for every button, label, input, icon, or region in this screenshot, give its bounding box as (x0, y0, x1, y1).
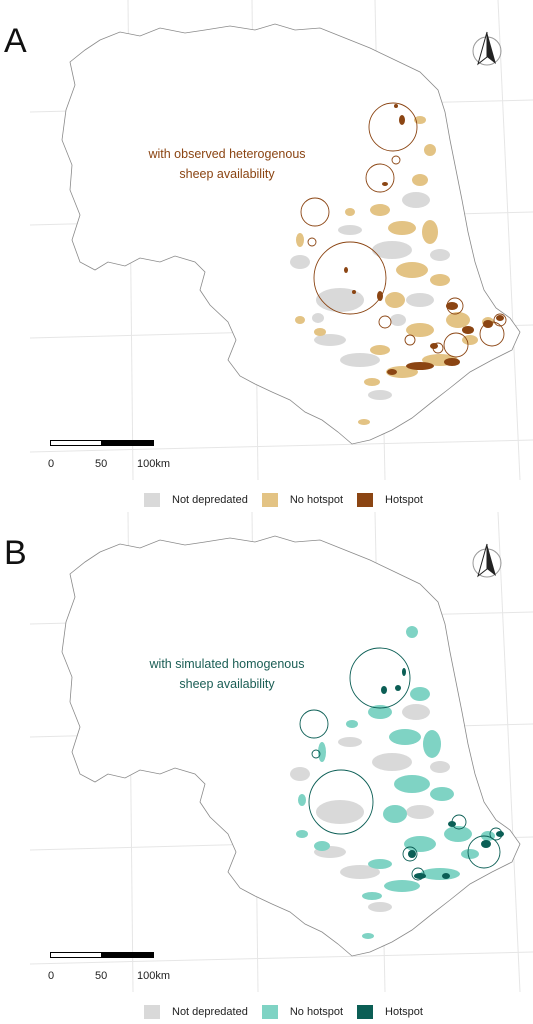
scale-tick-100: 100km (137, 970, 171, 982)
no-hotspot-patches (296, 626, 495, 939)
map-canvas-a (29, 0, 533, 481)
map-title-line-2: sheep availability (179, 677, 275, 691)
legend-item-not-depredated: Not depredated (144, 493, 248, 507)
legend-swatch (261, 1005, 278, 1019)
legend-item-not-depredated: Not depredated (144, 1005, 248, 1019)
hotspot-circles (300, 102, 507, 358)
north-arrow-icon (472, 543, 502, 578)
scale-segment-white (50, 440, 102, 446)
north-arrow-icon (472, 31, 502, 66)
region-outline (61, 535, 521, 957)
legend-swatch (357, 493, 374, 507)
legend-swatch (144, 493, 160, 507)
scale-segment-white (50, 952, 102, 958)
map-title-line-1: with observed heterogenous (148, 147, 306, 161)
legend-item-hotspot: Hotspot (357, 493, 423, 507)
scale-bar: 0 50 100km (48, 952, 210, 992)
scale-tick-50: 50 (95, 458, 108, 470)
legend-label: Hotspot (385, 1006, 423, 1018)
map-panel-a: A with observed heterogenous sheep avail… (4, 0, 533, 508)
legend-label: No hotspot (289, 1006, 344, 1018)
scale-bar: 0 50 100km (48, 440, 210, 480)
legend-label: Not depredated (172, 494, 248, 506)
legend-swatch (261, 493, 278, 507)
map-title-line-2: sheep availability (179, 167, 275, 181)
legend-item-no-hotspot: No hotspot (261, 1005, 344, 1019)
scale-tick-50: 50 (95, 970, 108, 982)
hotspot-patches (381, 668, 504, 879)
map-panel-b: B with simulated homogenous sheep availa… (0, 512, 533, 1024)
scale-segment-black (102, 440, 154, 446)
legend-label: Not depredated (172, 1006, 248, 1018)
legend-swatch (144, 1005, 160, 1019)
panel-letter: B (4, 534, 27, 572)
panel-letter: A (4, 22, 27, 60)
map-canvas-b (29, 512, 533, 993)
legend-swatch (357, 1005, 374, 1019)
region-outline (61, 23, 521, 445)
map-title: with simulated homogenous sheep availabi… (97, 654, 357, 694)
scale-tick-0: 0 (48, 970, 55, 982)
legend-item-no-hotspot: No hotspot (261, 493, 344, 507)
legend: Not depredated No hotspot Hotspot (144, 492, 437, 508)
map-title: with observed heterogenous sheep availab… (97, 144, 357, 184)
hotspot-patches (344, 104, 504, 375)
scale-segment-black (102, 952, 154, 958)
scale-tick-100: 100km (137, 458, 171, 470)
legend-item-hotspot: Hotspot (357, 1005, 423, 1019)
no-hotspot-patches (295, 116, 494, 425)
hotspot-circles (299, 647, 503, 881)
legend: Not depredated No hotspot Hotspot (144, 1004, 437, 1020)
legend-label: No hotspot (289, 494, 344, 506)
legend-label: Hotspot (385, 494, 423, 506)
not-depredated-patches (290, 192, 450, 400)
scale-tick-0: 0 (48, 458, 55, 470)
map-title-line-1: with simulated homogenous (149, 657, 305, 671)
